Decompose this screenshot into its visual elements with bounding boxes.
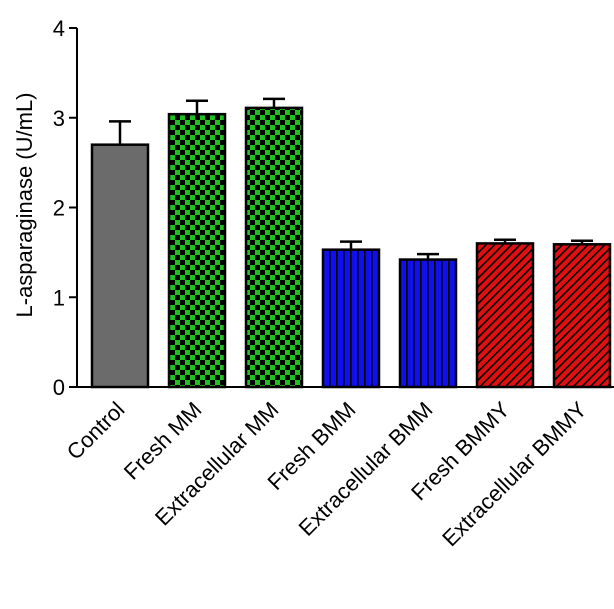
bar-group	[552, 239, 612, 389]
bar-group	[90, 120, 150, 389]
bar	[244, 106, 304, 389]
bar-group	[398, 252, 458, 389]
bar	[90, 143, 150, 389]
y-tick-label: 3	[53, 106, 65, 131]
bar-group	[321, 240, 381, 389]
x-category-label: Extracellular BMMY	[437, 397, 591, 551]
y-tick-label: 0	[53, 375, 65, 400]
y-axis: 0 1 2 3 4	[53, 16, 78, 400]
bar-group	[167, 99, 227, 389]
y-tick-label: 2	[53, 196, 65, 221]
bar	[552, 243, 612, 389]
bar-group	[475, 238, 535, 389]
bars	[90, 97, 612, 389]
y-tick-label: 1	[53, 285, 65, 310]
x-category-label: Control	[62, 397, 130, 465]
y-axis-title: L-asparaginase (U/mL)	[12, 93, 37, 318]
bar-group	[244, 97, 304, 389]
bar	[398, 258, 458, 389]
x-category-label: Extracellular BMM	[294, 397, 438, 541]
bar	[321, 248, 381, 389]
y-tick-label: 4	[53, 16, 65, 41]
bar	[167, 112, 227, 389]
bar	[475, 242, 535, 389]
